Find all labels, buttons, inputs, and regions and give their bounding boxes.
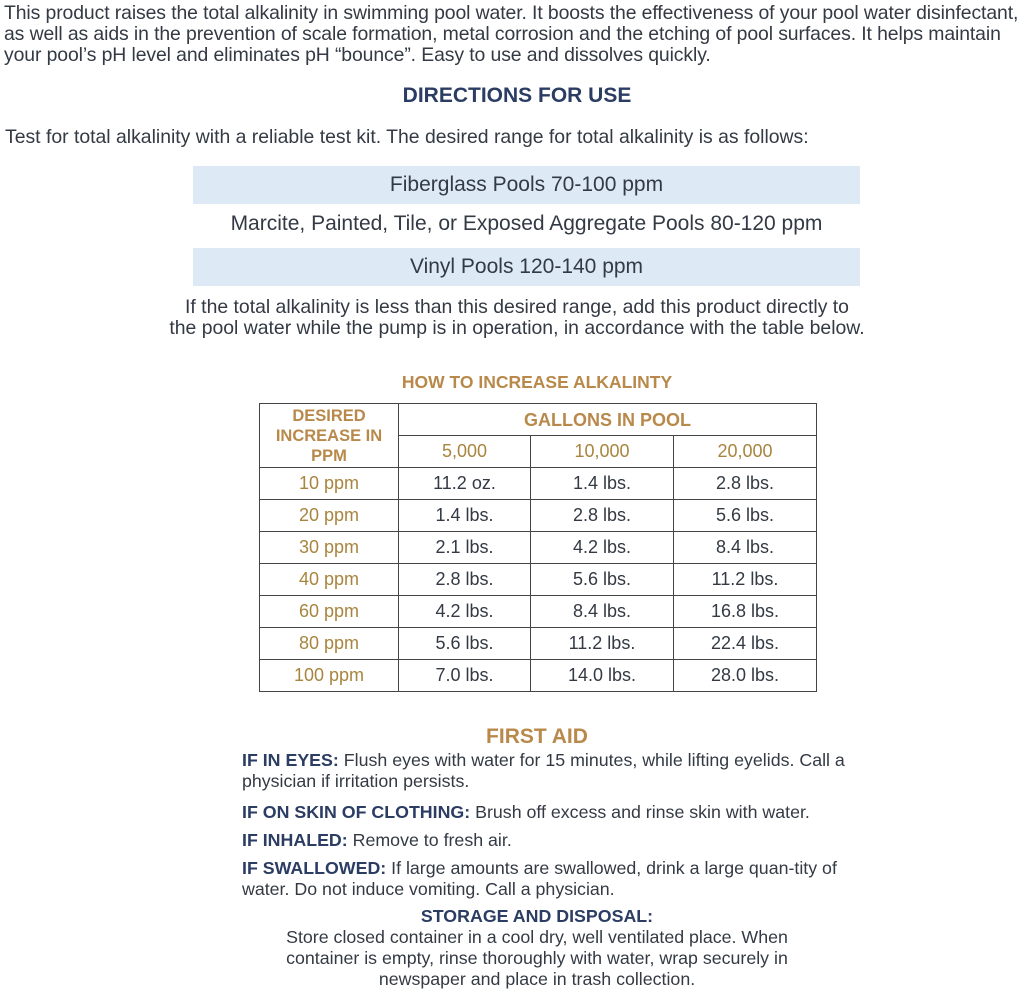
product-description: This product raises the total alkalinity… <box>4 2 1019 66</box>
first-aid-eyes: IF IN EYES: Flush eyes with water for 15… <box>242 750 862 792</box>
label: IF SWALLOWED: <box>242 858 387 878</box>
amount-cell: 4.2 lbs. <box>529 531 674 564</box>
amount-cell: 4.2 lbs. <box>398 595 531 628</box>
column-group-header: GALLONS IN POOL <box>398 403 817 436</box>
label: IF IN EYES: <box>242 750 339 770</box>
table-row: 80 ppm 5.6 lbs. 11.2 lbs. 22.4 lbs. <box>259 627 818 660</box>
amount-cell: 16.8 lbs. <box>672 595 818 628</box>
text: Flush eyes with water for 15 minutes, wh… <box>242 750 845 791</box>
range-fiberglass: Fiberglass Pools 70-100 ppm <box>193 166 860 204</box>
amount-cell: 2.8 lbs. <box>529 499 674 532</box>
label: IF ON SKIN OF CLOTHING: <box>242 802 471 822</box>
amount-cell: 2.1 lbs. <box>398 531 531 564</box>
row-header: DESIRED INCREASE IN PPM <box>259 403 399 468</box>
table-row: 30 ppm 2.1 lbs. 4.2 lbs. 8.4 lbs. <box>259 531 818 564</box>
table-title: HOW TO INCREASE ALKALINTY <box>401 372 673 392</box>
text: Brush off excess and rinse skin with wat… <box>470 802 810 822</box>
test-instructions: Test for total alkalinity with a reliabl… <box>5 126 809 148</box>
table-row: 20 ppm 1.4 lbs. 2.8 lbs. 5.6 lbs. <box>259 499 818 532</box>
alkalinity-table: DESIRED INCREASE IN PPM GALLONS IN POOL … <box>259 403 818 692</box>
amount-cell: 2.8 lbs. <box>398 563 531 596</box>
amount-cell: 2.8 lbs. <box>672 467 818 500</box>
storage-text: Store closed container in a cool dry, we… <box>286 927 788 989</box>
amount-cell: 28.0 lbs. <box>672 659 818 692</box>
label: IF INHALED: <box>242 830 348 850</box>
first-aid-heading: FIRST AID <box>486 725 588 748</box>
ppm-cell: 40 ppm <box>259 563 399 596</box>
range-vinyl: Vinyl Pools 120-140 ppm <box>193 248 860 286</box>
ppm-cell: 10 ppm <box>259 467 399 500</box>
range-marcite: Marcite, Painted, Tile, or Exposed Aggre… <box>230 212 823 235</box>
text: If large amounts are swallowed, drink a … <box>242 858 837 899</box>
ppm-cell: 60 ppm <box>259 595 399 628</box>
first-aid-swallowed: IF SWALLOWED: If large amounts are swall… <box>242 858 842 900</box>
table-row: 40 ppm 2.8 lbs. 5.6 lbs. 11.2 lbs. <box>259 563 818 596</box>
table-row: 10 ppm 11.2 oz. 1.4 lbs. 2.8 lbs. <box>259 467 818 500</box>
column-header: 5,000 <box>398 435 531 468</box>
amount-cell: 11.2 oz. <box>398 467 531 500</box>
text: Remove to fresh air. <box>347 830 512 850</box>
table-row: 60 ppm 4.2 lbs. 8.4 lbs. 16.8 lbs. <box>259 595 818 628</box>
dosing-line-2: the pool water while the pump is in oper… <box>169 317 865 339</box>
column-header: 10,000 <box>529 435 674 468</box>
amount-cell: 11.2 lbs. <box>529 627 674 660</box>
amount-cell: 14.0 lbs. <box>529 659 674 692</box>
ppm-cell: 20 ppm <box>259 499 399 532</box>
ppm-cell: 100 ppm <box>259 659 399 692</box>
table-row: 100 ppm 7.0 lbs. 14.0 lbs. 28.0 lbs. <box>259 659 818 692</box>
amount-cell: 1.4 lbs. <box>398 499 531 532</box>
ppm-cell: 30 ppm <box>259 531 399 564</box>
first-aid-skin: IF ON SKIN OF CLOTHING: Brush off excess… <box>242 802 862 823</box>
amount-cell: 5.6 lbs. <box>672 499 818 532</box>
storage-heading: STORAGE AND DISPOSAL: <box>420 906 654 926</box>
column-header: 20,000 <box>672 435 818 468</box>
dosing-line-1: If the total alkalinity is less than thi… <box>185 296 849 318</box>
first-aid-inhaled: IF INHALED: Remove to fresh air. <box>242 830 862 851</box>
amount-cell: 11.2 lbs. <box>672 563 818 596</box>
amount-cell: 22.4 lbs. <box>672 627 818 660</box>
directions-heading: DIRECTIONS FOR USE <box>402 84 632 107</box>
amount-cell: 7.0 lbs. <box>398 659 531 692</box>
ppm-cell: 80 ppm <box>259 627 399 660</box>
amount-cell: 1.4 lbs. <box>529 467 674 500</box>
amount-cell: 5.6 lbs. <box>529 563 674 596</box>
amount-cell: 8.4 lbs. <box>529 595 674 628</box>
amount-cell: 5.6 lbs. <box>398 627 531 660</box>
amount-cell: 8.4 lbs. <box>672 531 818 564</box>
dosing-instructions: If the total alkalinity is less than thi… <box>0 297 1034 339</box>
